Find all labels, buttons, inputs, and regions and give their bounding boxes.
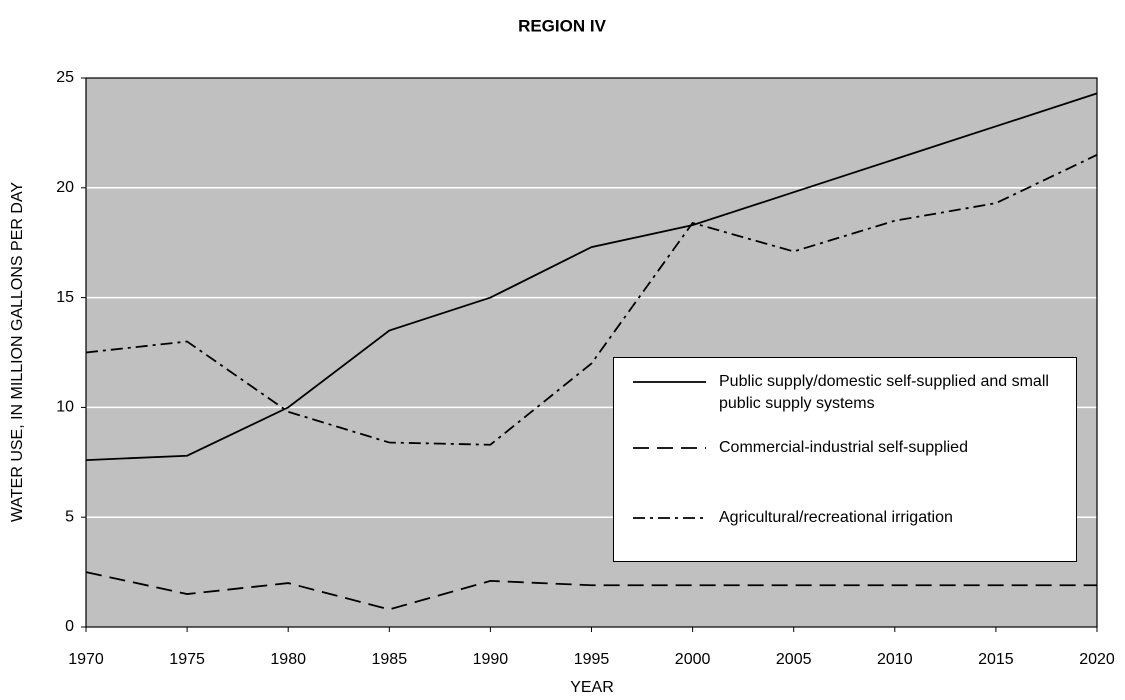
x-tick-label: 1990: [473, 651, 509, 668]
x-tick-label: 1970: [68, 651, 104, 668]
y-tick-label: 15: [56, 289, 74, 306]
x-tick-label: 1980: [270, 651, 306, 668]
x-tick-label: 2005: [776, 651, 812, 668]
x-tick-label: 2020: [1079, 651, 1115, 668]
legend-label: Commercial-industrial self-supplied: [719, 439, 968, 456]
y-tick-label: 10: [56, 399, 74, 416]
x-tick-label: 1985: [372, 651, 408, 668]
x-tick-label: 2000: [675, 651, 711, 668]
legend: Public supply/domestic self-supplied and…: [613, 357, 1077, 562]
legend-label: Public supply/domestic self-supplied and…: [719, 373, 1049, 412]
x-tick-label: 1995: [574, 651, 610, 668]
x-tick-label: 2015: [978, 651, 1014, 668]
y-tick-label: 20: [56, 179, 74, 196]
y-tick-label: 0: [65, 618, 74, 635]
y-tick-label: 5: [65, 508, 74, 525]
y-tick-label: 25: [56, 69, 74, 86]
x-tick-label: 1975: [169, 651, 205, 668]
series-line: [85, 92, 1098, 462]
legend-swatches: [633, 381, 706, 519]
series-line: [85, 571, 1097, 611]
y-axis-label: WATER USE, IN MILLION GALLONS PER DAY: [9, 182, 26, 523]
legend-label: Agricultural/recreational irrigation: [719, 509, 953, 526]
series-line: [85, 154, 1098, 446]
chart-title: REGION IV: [518, 16, 607, 35]
x-axis-label: YEAR: [570, 679, 614, 696]
x-tick-label: 2010: [877, 651, 913, 668]
